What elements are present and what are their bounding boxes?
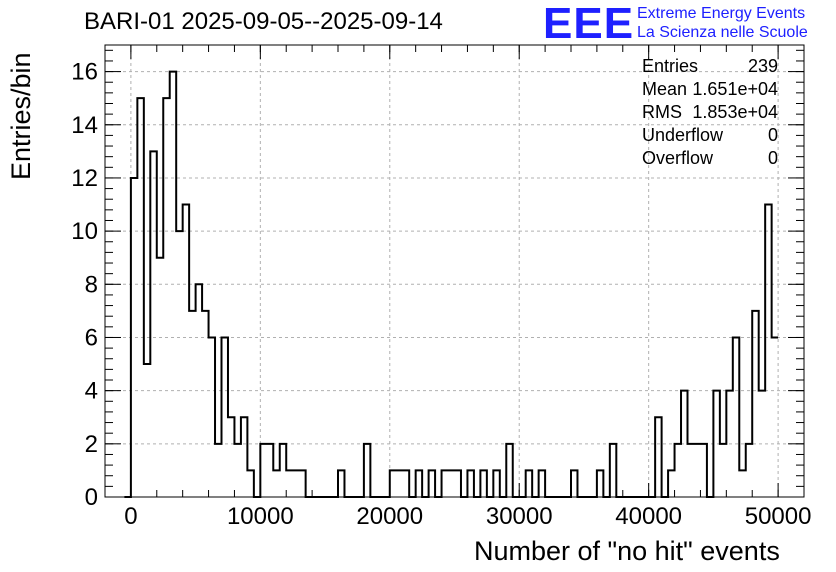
x-tick-label: 20000: [356, 503, 423, 530]
tick-labels: 0 2 4 6 8 10 12 14 16 0 10000 20000 30000 40000 50000: [71, 59, 811, 530]
stats-box: Entries 239 Mean 1.651e+04 RMS 1.853e+04…: [636, 55, 782, 170]
x-axis-label: Number of "no hit" events: [474, 536, 780, 566]
histogram-bin: [157, 258, 163, 497]
x-tick-label: 50000: [745, 503, 812, 530]
histogram-bin: [144, 364, 150, 497]
x-tick-label: 0: [124, 503, 137, 530]
histogram-bin: [720, 444, 726, 497]
stats-overflow-row: Overflow 0: [636, 147, 782, 170]
histogram-bin: [772, 337, 778, 497]
histogram-bin: [202, 311, 208, 497]
logo-line-2: La Scienza nelle Scuole: [637, 24, 808, 41]
stats-entries-row: Entries 239: [636, 55, 782, 78]
entries-label: Entries: [642, 56, 699, 76]
histogram-bin: [688, 444, 694, 497]
eee-logo-text: Extreme Energy Events La Scienza nelle S…: [637, 4, 808, 42]
histogram-bin: [396, 470, 402, 497]
logo-line-1: Extreme Energy Events: [637, 5, 806, 22]
y-axis-label: Entries/bin: [6, 52, 36, 180]
chart-title: BARI-01 2025-09-05--2025-09-14: [84, 8, 443, 35]
histogram-bin: [176, 231, 182, 497]
mean-value: 1.651e+04: [692, 79, 778, 99]
histogram-bin: [286, 470, 292, 497]
rms-value: 1.853e+04: [692, 102, 778, 122]
y-tick-label: 8: [85, 271, 98, 298]
y-tick-label: 14: [71, 112, 98, 139]
x-tick-label: 40000: [615, 503, 682, 530]
y-tick-label: 4: [85, 378, 98, 405]
y-tick-label: 2: [85, 431, 98, 458]
histogram-bin: [293, 470, 299, 497]
x-tick-label: 30000: [486, 503, 553, 530]
overflow-label: Overflow: [642, 148, 714, 168]
histogram-outline: [124, 70, 779, 498]
stats-underflow-row: Underflow 0: [636, 124, 782, 147]
histogram-bin: [273, 470, 279, 497]
histogram-bin: [739, 470, 745, 497]
mean-label: Mean: [642, 79, 688, 99]
stats-rms-row: RMS 1.853e+04: [636, 101, 782, 124]
y-tick-label: 6: [85, 324, 98, 351]
entries-value: 239: [747, 56, 778, 76]
histogram-bin: [215, 444, 221, 497]
overflow-value: 0: [767, 148, 778, 168]
x-tick-label: 10000: [227, 503, 294, 530]
histogram-series: [124, 70, 779, 498]
underflow-label: Underflow: [642, 125, 724, 145]
y-tick-label: 10: [71, 218, 98, 245]
plot-frame: [104, 44, 805, 498]
y-tick-label: 0: [85, 484, 98, 511]
histogram-bin: [234, 444, 240, 497]
rms-label: RMS: [642, 102, 682, 122]
histogram-bin: [189, 311, 195, 497]
y-tick-label: 12: [71, 165, 98, 192]
histogram-bin: [448, 470, 454, 497]
underflow-value: 0: [767, 125, 778, 145]
stats-mean-row: Mean 1.651e+04: [636, 78, 782, 101]
axis-ticks: [104, 45, 805, 498]
histogram-bin: [694, 444, 700, 497]
eee-logo-mark: EEE: [543, 0, 635, 48]
y-tick-label: 16: [71, 59, 98, 86]
